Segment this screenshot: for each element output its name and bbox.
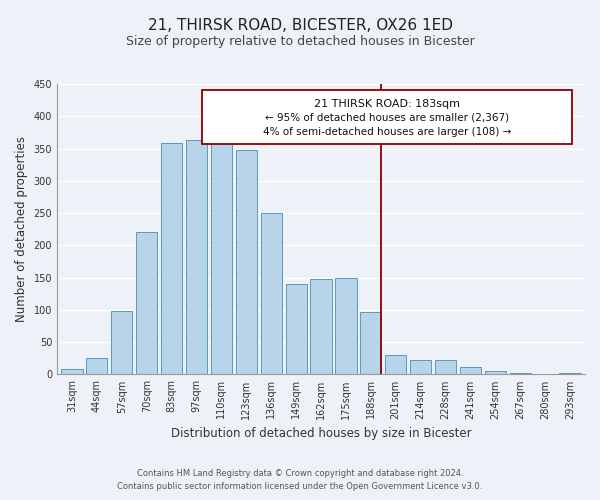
X-axis label: Distribution of detached houses by size in Bicester: Distribution of detached houses by size … <box>171 427 472 440</box>
Bar <box>360 312 382 374</box>
Bar <box>310 279 332 374</box>
Bar <box>410 360 431 374</box>
Y-axis label: Number of detached properties: Number of detached properties <box>15 136 28 322</box>
Bar <box>111 310 133 374</box>
Text: Contains HM Land Registry data © Crown copyright and database right 2024.: Contains HM Land Registry data © Crown c… <box>137 468 463 477</box>
Text: 21, THIRSK ROAD, BICESTER, OX26 1ED: 21, THIRSK ROAD, BICESTER, OX26 1ED <box>148 18 452 32</box>
Bar <box>86 358 107 374</box>
Bar <box>460 368 481 374</box>
Bar <box>509 373 531 374</box>
Bar <box>485 371 506 374</box>
Bar <box>335 278 356 374</box>
Bar <box>286 284 307 374</box>
Text: Size of property relative to detached houses in Bicester: Size of property relative to detached ho… <box>125 35 475 48</box>
Bar <box>186 140 207 374</box>
Text: Contains public sector information licensed under the Open Government Licence v3: Contains public sector information licen… <box>118 482 482 491</box>
Text: 4% of semi-detached houses are larger (108) →: 4% of semi-detached houses are larger (1… <box>263 126 511 136</box>
Bar <box>61 370 83 374</box>
Bar <box>236 150 257 374</box>
Text: ← 95% of detached houses are smaller (2,367): ← 95% of detached houses are smaller (2,… <box>265 112 509 122</box>
Bar <box>211 140 232 374</box>
FancyBboxPatch shape <box>202 90 572 144</box>
Bar <box>161 144 182 374</box>
Bar <box>559 373 581 374</box>
Bar <box>260 213 282 374</box>
Text: 21 THIRSK ROAD: 183sqm: 21 THIRSK ROAD: 183sqm <box>314 98 460 108</box>
Bar <box>136 232 157 374</box>
Bar <box>435 360 456 374</box>
Bar <box>385 355 406 374</box>
